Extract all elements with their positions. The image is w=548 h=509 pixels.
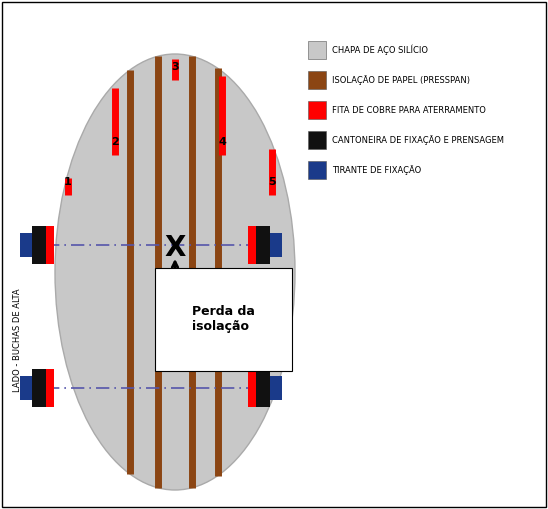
Bar (32, 226, 46, 264)
Text: 2: 2 (111, 137, 119, 147)
Bar (32, 369, 46, 407)
Bar (270, 376, 282, 400)
Ellipse shape (55, 54, 295, 490)
Bar (308, 131, 326, 149)
Text: X: X (164, 234, 186, 262)
Bar (20, 233, 32, 257)
Text: Perda da
isolação: Perda da isolação (192, 305, 255, 333)
Bar (308, 41, 326, 59)
Text: 1: 1 (64, 177, 72, 187)
Bar (308, 71, 326, 89)
Bar (46, 369, 54, 407)
Text: LADO - BUCHAS DE ALTA: LADO - BUCHAS DE ALTA (14, 288, 22, 392)
Text: FITA DE COBRE PARA ATERRAMENTO: FITA DE COBRE PARA ATERRAMENTO (332, 105, 486, 115)
Text: 5: 5 (268, 177, 276, 187)
Bar (46, 226, 54, 264)
Bar (20, 376, 32, 400)
Text: CHAPA DE AÇO SILÍCIO: CHAPA DE AÇO SILÍCIO (332, 45, 428, 55)
Text: CANTONEIRA DE FIXAÇÃO E PRENSAGEM: CANTONEIRA DE FIXAÇÃO E PRENSAGEM (332, 135, 504, 145)
Bar (256, 369, 270, 407)
Bar (270, 233, 282, 257)
Text: 3: 3 (171, 62, 179, 72)
Bar (248, 226, 256, 264)
Bar (256, 226, 270, 264)
Bar (308, 101, 326, 119)
Text: TIRANTE DE FIXAÇÃO: TIRANTE DE FIXAÇÃO (332, 165, 421, 175)
Bar (248, 369, 256, 407)
Text: 4: 4 (218, 137, 226, 147)
Bar (308, 161, 326, 179)
Text: ISOLAÇÃO DE PAPEL (PRESSPAN): ISOLAÇÃO DE PAPEL (PRESSPAN) (332, 75, 470, 85)
